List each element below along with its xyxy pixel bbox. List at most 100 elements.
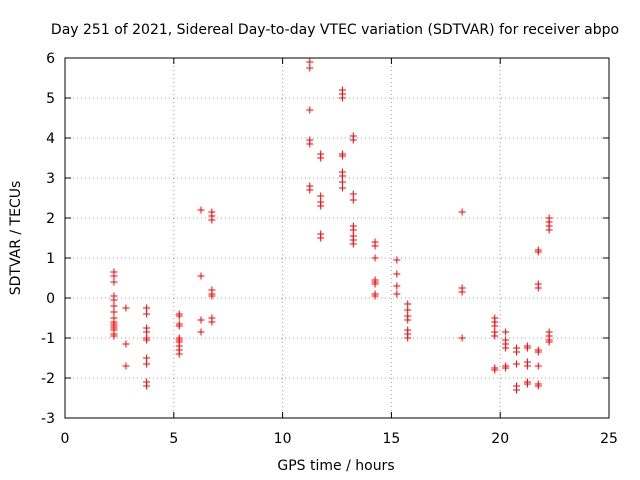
- data-point: [502, 328, 510, 336]
- chart-title: Day 251 of 2021, Sidereal Day-to-day VTE…: [51, 22, 619, 38]
- data-point: [317, 192, 325, 200]
- data-point: [317, 234, 325, 242]
- data-point: [197, 206, 205, 214]
- data-point: [143, 336, 151, 344]
- data-point: [143, 310, 151, 318]
- x-axis-label: GPS time / hours: [277, 458, 394, 474]
- y-tick-label: -2: [41, 371, 55, 387]
- data-point: [523, 380, 531, 388]
- x-tick-labels: 0 5 10 15 20 25: [61, 431, 618, 447]
- y-tick-label: 1: [46, 251, 55, 267]
- data-point: [306, 58, 314, 66]
- x-tick-label: 0: [61, 431, 70, 447]
- data-point: [523, 344, 531, 352]
- data-point: [338, 152, 346, 160]
- data-point: [143, 354, 151, 362]
- data-point: [491, 366, 499, 374]
- data-point: [122, 362, 130, 370]
- data-point: [122, 304, 130, 312]
- data-point: [338, 178, 346, 186]
- data-point: [306, 140, 314, 148]
- data-point: [197, 316, 205, 324]
- data-point: [404, 334, 412, 342]
- data-point: [143, 304, 151, 312]
- data-point: [491, 332, 499, 340]
- data-point: [338, 184, 346, 192]
- data-point: [393, 290, 401, 298]
- data-point: [534, 348, 542, 356]
- data-point: [371, 292, 379, 300]
- data-point: [404, 300, 412, 308]
- data-point: [110, 332, 118, 340]
- data-point: [208, 292, 216, 300]
- x-tick-label: 15: [382, 431, 400, 447]
- data-point: [143, 328, 151, 336]
- data-point: [513, 360, 521, 368]
- x-tick-label: 10: [274, 431, 292, 447]
- data-point: [110, 272, 118, 280]
- data-point: [306, 64, 314, 72]
- y-tick-label: 5: [46, 91, 55, 107]
- data-point: [534, 248, 542, 256]
- data-point: [317, 154, 325, 162]
- data-point: [534, 284, 542, 292]
- data-point: [393, 270, 401, 278]
- x-tick-label: 20: [491, 431, 509, 447]
- y-axis-label: SDTVAR / TECUs: [8, 181, 24, 296]
- data-point: [393, 282, 401, 290]
- data-points: [110, 58, 553, 394]
- data-point: [404, 306, 412, 314]
- data-point: [175, 322, 183, 330]
- y-tick-label: 3: [46, 171, 55, 187]
- data-point: [534, 382, 542, 390]
- data-point: [175, 350, 183, 358]
- y-tick-label: 6: [46, 51, 55, 67]
- data-point: [393, 256, 401, 264]
- data-point: [534, 362, 542, 370]
- data-point: [513, 348, 521, 356]
- data-point: [110, 278, 118, 286]
- data-point: [404, 316, 412, 324]
- data-point: [110, 302, 118, 310]
- data-point: [458, 288, 466, 296]
- data-point: [317, 202, 325, 210]
- data-point: [208, 318, 216, 326]
- data-point: [513, 386, 521, 394]
- data-point: [338, 172, 346, 180]
- data-point: [502, 344, 510, 352]
- data-point: [306, 186, 314, 194]
- y-tick-labels: -3 -2 -1 0 1 2 3 4 5 6: [41, 51, 55, 427]
- y-tick-label: 4: [46, 131, 55, 147]
- y-tick-label: -1: [41, 331, 55, 347]
- data-point: [208, 216, 216, 224]
- y-tick-label: 2: [46, 211, 55, 227]
- axis-ticks: [64, 57, 610, 419]
- data-point: [110, 296, 118, 304]
- y-tick-label: -3: [41, 411, 55, 427]
- data-point: [545, 338, 553, 346]
- data-point: [458, 208, 466, 216]
- data-point: [371, 242, 379, 250]
- data-point: [349, 196, 357, 204]
- data-point: [502, 364, 510, 372]
- plot-frame: [64, 57, 610, 419]
- data-point: [197, 272, 205, 280]
- data-point: [349, 240, 357, 248]
- grid-lines: [65, 58, 609, 418]
- data-point: [143, 382, 151, 390]
- data-point: [110, 308, 118, 316]
- data-point: [338, 94, 346, 102]
- x-tick-label: 5: [169, 431, 178, 447]
- data-point: [371, 280, 379, 288]
- data-point: [349, 190, 357, 198]
- y-tick-label: 0: [46, 291, 55, 307]
- data-point: [349, 226, 357, 234]
- x-tick-label: 25: [600, 431, 618, 447]
- data-point: [349, 136, 357, 144]
- data-point: [491, 322, 499, 330]
- data-point: [523, 362, 531, 370]
- data-point: [306, 106, 314, 114]
- data-point: [197, 328, 205, 336]
- data-point: [175, 312, 183, 320]
